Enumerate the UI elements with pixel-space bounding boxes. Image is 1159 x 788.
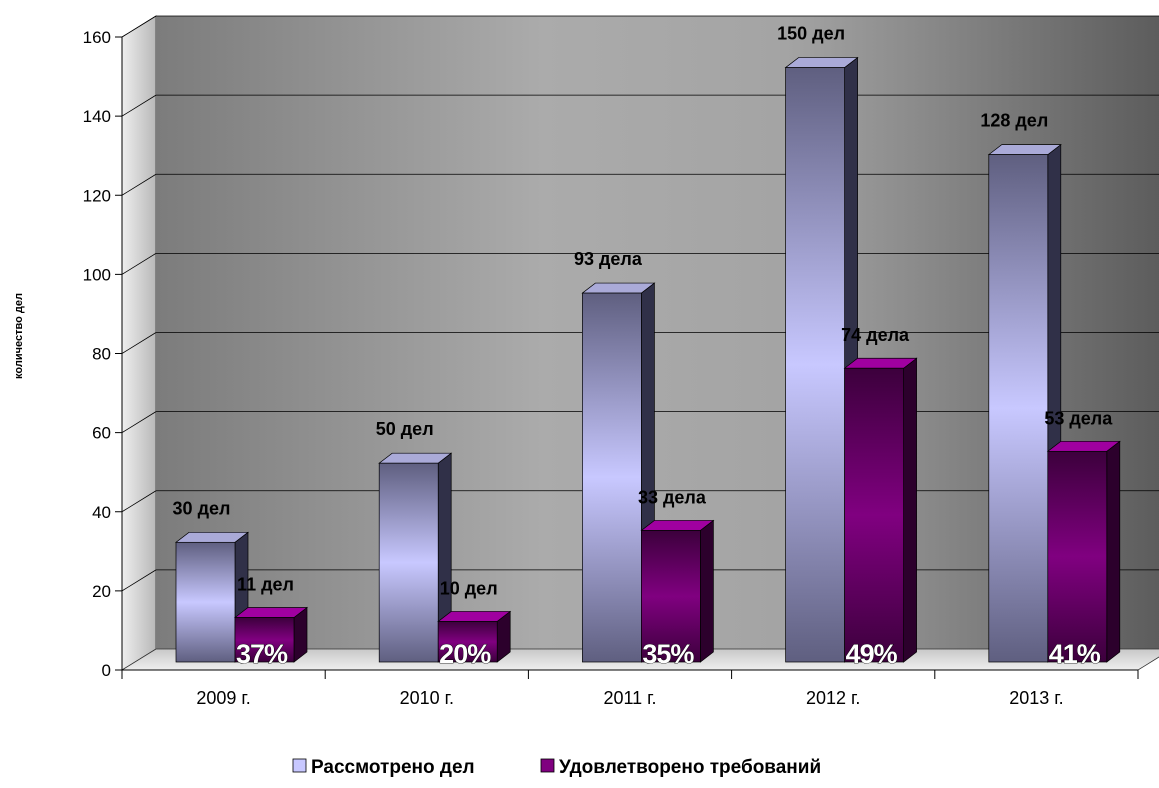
bar-satisfied [437,610,512,663]
bars [174,56,1121,663]
data-label-satisfied: 33 дела [638,487,707,507]
bar-satisfied [233,606,309,663]
bar-satisfied-front [234,617,295,663]
bar-reviewed-front [785,67,845,663]
x-tick-label: 2013 г. [1009,688,1063,708]
data-label-reviewed: 150 дел [777,24,845,44]
gridline-wall [121,411,157,433]
bar-satisfied-top [1046,440,1121,452]
percent-label: 35% [642,639,694,669]
bar-satisfied-top [437,611,512,622]
bar-satisfied-top [843,357,918,369]
bar-satisfied-front [641,530,701,663]
legend-label-reviewed: Рассмотрено дел [311,757,475,778]
bar-reviewed-top [784,57,859,68]
y-tick-label: 160 [83,28,111,47]
legend-label-satisfied: Удовлетворено требований [559,757,821,778]
data-label-satisfied: 11 дел [237,574,294,594]
data-label-reviewed: 93 дела [574,249,643,269]
data-label-satisfied: 10 дел [440,578,498,598]
gridline-wall [121,15,157,38]
bar-reviewed-top [987,144,1062,155]
y-tick-label: 100 [83,265,111,284]
percent-label: 41% [1049,639,1101,669]
gridline-wall [121,94,157,117]
data-labels: 30 дел 11 дел 37% 50 дел 10 дел 20% 93 дела 33 … [173,24,1114,670]
y-tick-label: 140 [83,107,111,126]
bar-reviewed-top [174,531,250,543]
data-label-satisfied: 74 дела [841,325,910,345]
y-tick-label: 60 [92,424,111,443]
x-tick-label: 2009 г. [196,688,250,708]
legend-swatch-reviewed [292,758,307,773]
x-tick-label: 2010 г. [400,688,454,708]
x-tick-label: 2011 г. [603,688,656,708]
data-label-reviewed: 50 дел [376,419,434,439]
percent-label: 20% [439,639,491,669]
gridline-wall [121,332,157,354]
data-label-reviewed: 128 дел [980,111,1048,131]
legend-swatch-satisfied [540,758,555,773]
percent-label: 49% [846,639,898,669]
bar-reviewed-front [175,541,236,663]
bar-satisfied-top [233,607,309,618]
bar-satisfied-front [437,621,498,663]
bar-satisfied-side [903,357,917,663]
bar-reviewed [174,531,250,663]
y-tick-label: 0 [102,661,111,680]
bar-reviewed-front [378,462,439,663]
bar-satisfied-front [1047,450,1108,663]
y-tick-label: 40 [92,503,111,522]
bar-reviewed-front [988,154,1049,663]
y-tick-label: 120 [83,186,111,205]
data-label-reviewed: 30 дел [173,498,231,518]
bar-reviewed-front [582,292,642,663]
bar-reviewed-top [581,282,656,294]
bar-reviewed [378,452,453,663]
gridline-wall [121,490,157,513]
gridline-wall [121,569,157,592]
y-axis-label: количество дел [13,293,25,379]
bar-satisfied-side [700,519,714,663]
y-tick-label: 80 [92,345,111,364]
data-label-satisfied: 53 дела [1044,408,1113,428]
legend: Рассмотрено дел Удовлетворено требований [292,757,821,778]
bar-reviewed [784,56,859,663]
gridline-wall [121,253,157,275]
gridline-wall [121,173,157,196]
bar-satisfied-side [1106,440,1121,663]
bar-satisfied [1046,440,1121,663]
bar-satisfied-front [844,367,904,663]
x-tick-label: 2012 г. [806,688,860,708]
bar-reviewed-top [378,452,453,464]
y-tick-label: 20 [92,582,111,601]
bar-satisfied [640,519,715,663]
bar-satisfied-top [640,520,715,531]
bar-satisfied [843,357,918,663]
axes: 0 20 40 60 80 100 120 140 160 количество дел 2009 … [13,28,1139,708]
percent-label: 37% [236,639,288,669]
